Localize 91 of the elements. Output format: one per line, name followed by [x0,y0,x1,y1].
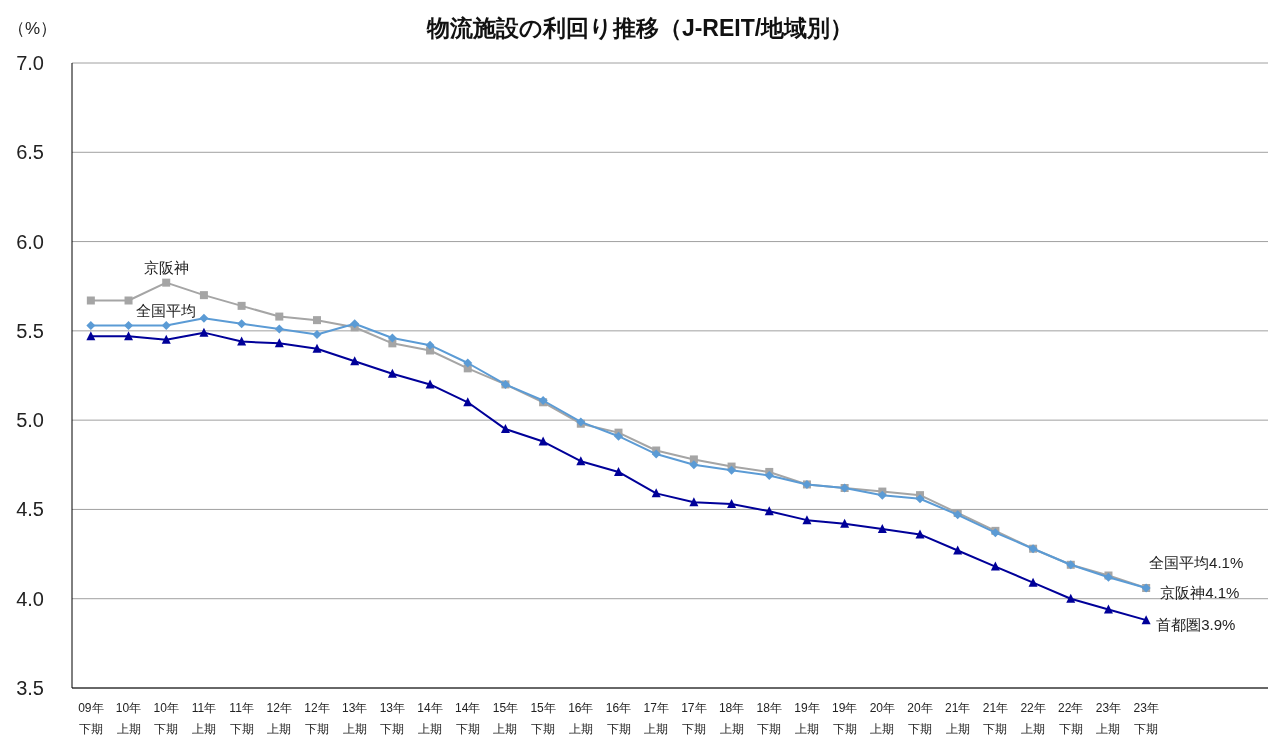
annotation: 全国平均4.1% [1149,554,1244,571]
y-tick-label: 4.0 [16,587,44,610]
x-tick-label: 10年上期 [115,701,142,736]
point [312,329,322,339]
point [877,490,887,500]
point [124,331,134,341]
x-tick-label: 18年上期 [718,701,745,736]
point [614,466,623,476]
point [463,358,473,368]
point [425,340,435,350]
point [953,545,963,555]
x-tick-label: 20年上期 [869,701,896,736]
y-tick-label: 6.0 [16,230,44,253]
x-tick-label: 19年下期 [831,701,858,736]
point [727,499,737,509]
point [275,312,284,321]
point [764,471,774,480]
x-tick-label: 23年下期 [1133,701,1159,736]
point [915,494,925,504]
x-tick-label: 15年下期 [530,701,556,736]
point [86,296,95,305]
x-tick-label: 22年上期 [1020,701,1046,736]
point [689,460,699,470]
point [199,327,209,337]
x-tick-label: 09年下期 [78,701,104,736]
point [802,515,812,525]
x-tick-label: 10年下期 [153,701,179,736]
point [614,431,623,441]
point [161,321,171,330]
x-tick-label: 12年下期 [304,701,330,736]
y-tick-label: 3.5 [16,677,44,699]
point [274,324,284,334]
point [727,465,737,475]
point [576,456,586,466]
point [990,561,1000,571]
x-tick-label: 12年上期 [266,701,292,736]
y-tick-label: 6.5 [16,141,44,164]
point [877,524,887,534]
x-tick-label: 14年上期 [417,701,443,736]
y-axis-title: （%） [8,19,58,38]
point [312,316,321,325]
y-tick-label: 4.5 [16,498,44,521]
point [915,529,925,539]
x-tick-label: 17年下期 [681,701,707,736]
point [1028,577,1038,587]
x-tick-label: 22年下期 [1058,701,1084,736]
point [840,518,850,528]
y-tick-label: 5.5 [16,319,44,342]
point [161,334,171,344]
point [162,278,171,287]
point [1066,593,1076,603]
point [387,368,397,378]
x-tick-label: 21年上期 [945,701,971,736]
point [312,343,322,353]
point [500,424,510,434]
series-label: 全国平均 [136,301,197,319]
y-tick-label: 7.0 [16,52,44,74]
point [124,296,133,305]
x-tick-label: 18年下期 [756,701,782,736]
y-tick-label: 5.0 [16,409,44,432]
x-tick-label: 15年上期 [492,701,519,736]
point [387,333,397,343]
x-tick-label: 20年下期 [907,701,933,736]
point [425,379,435,389]
x-tick-label: 19年上期 [794,701,820,736]
point [538,436,548,446]
point [689,455,698,464]
point [199,291,208,300]
x-tick-label: 17年上期 [643,701,669,736]
chart-title: 物流施設の利回り推移（J-REIT/地域別） [425,15,854,41]
x-tick-label: 14年下期 [455,701,481,736]
x-tick-label: 11年上期 [191,701,217,736]
annotation: 京阪神4.1% [1160,584,1240,601]
x-tick-label: 21年下期 [982,701,1009,736]
x-tick-label: 16年下期 [605,701,632,736]
x-tick-label: 23年上期 [1095,701,1122,736]
annotation: 首都圏3.9% [1156,616,1236,634]
point [237,301,246,310]
point [1141,615,1151,625]
x-tick-label: 11年下期 [229,701,254,736]
point [199,313,209,323]
x-tick-label: 13年上期 [341,701,368,736]
point [651,449,661,459]
x-tick-label: 13年下期 [379,701,406,736]
point [237,319,247,329]
x-tick-label: 16年上期 [568,701,594,736]
series-label: 京阪神 [143,258,189,276]
point [350,319,360,329]
point [86,321,96,330]
point [124,321,134,330]
point [237,336,247,346]
